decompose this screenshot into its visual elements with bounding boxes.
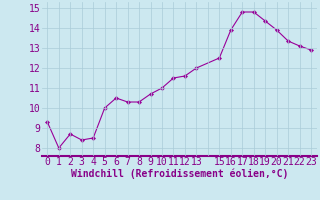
X-axis label: Windchill (Refroidissement éolien,°C): Windchill (Refroidissement éolien,°C) — [70, 169, 288, 179]
